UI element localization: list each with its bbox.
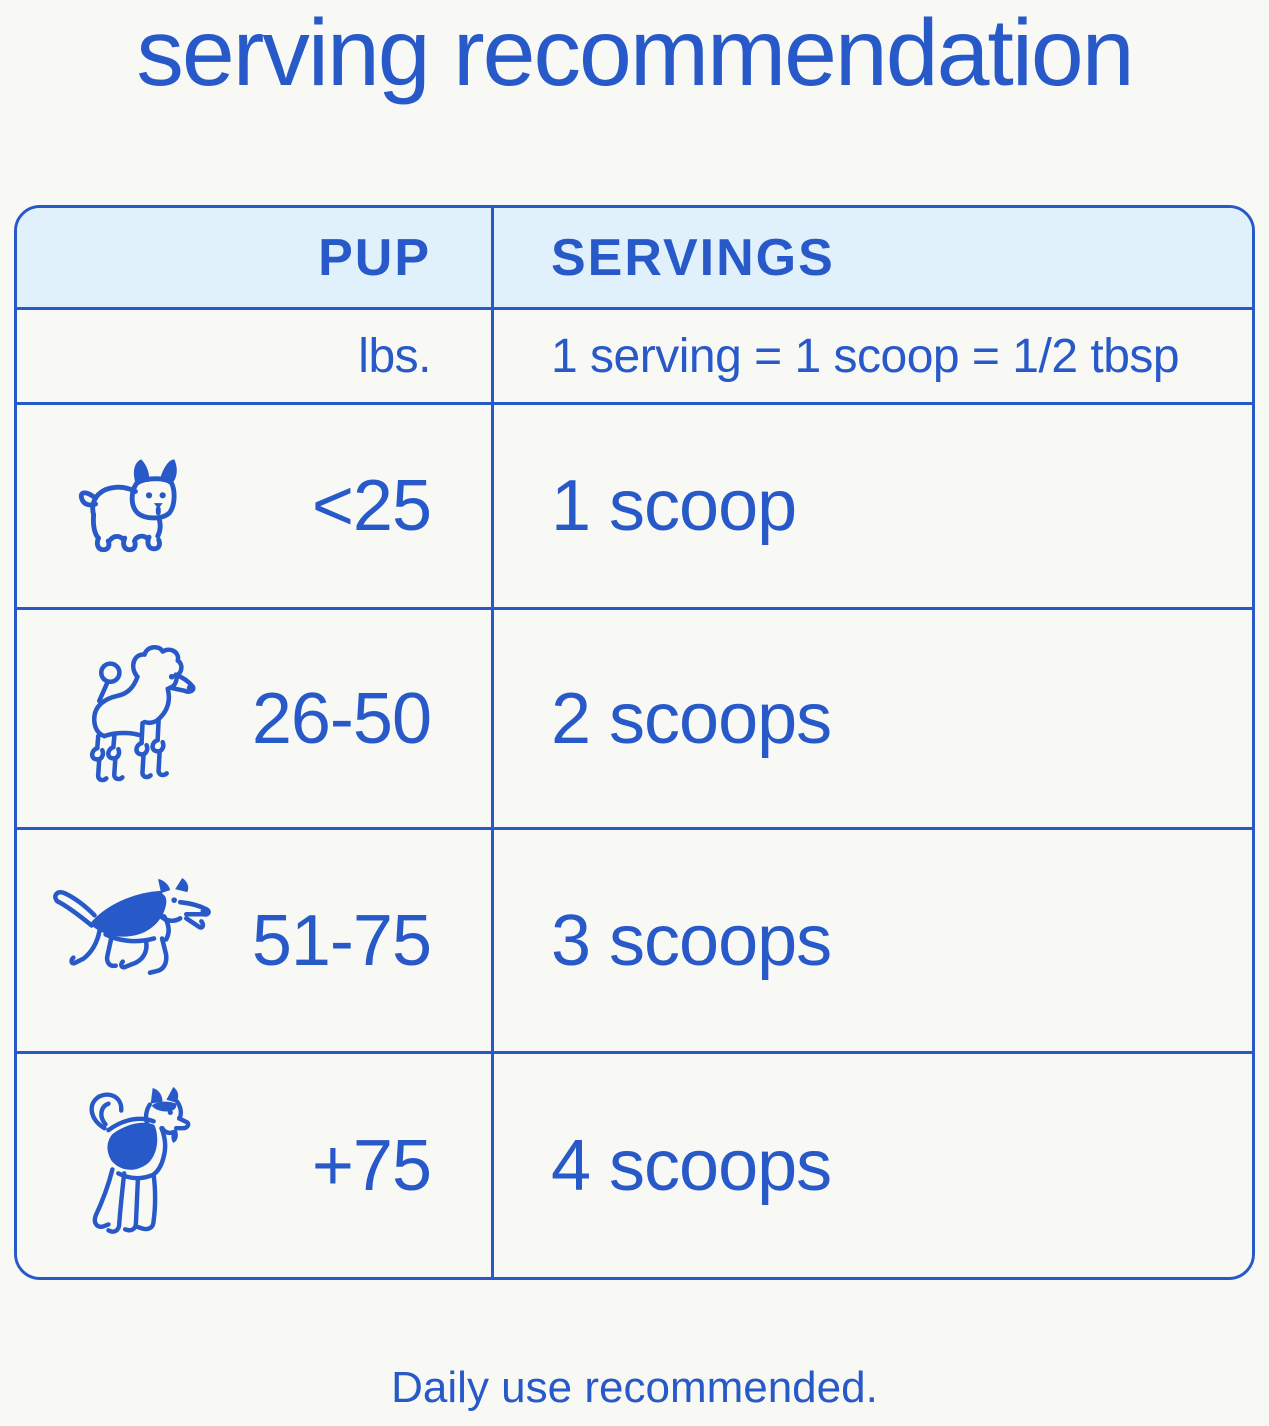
weight-unit-label: lbs.	[358, 329, 431, 383]
column-header-servings: SERVINGS	[494, 208, 1252, 307]
table-header-row: PUP SERVINGS	[17, 208, 1252, 310]
servings-value: 1 scoop	[551, 466, 797, 546]
german-shepherd-icon	[47, 877, 259, 1004]
subheader-unit-cell: lbs.	[17, 310, 494, 402]
poodle-icon	[73, 643, 199, 794]
pup-column-label: PUP	[318, 228, 431, 287]
corgi-icon	[77, 454, 189, 559]
weight-range: +75	[311, 1125, 432, 1206]
serving-equivalence-note: 1 serving = 1 scoop = 1/2 tbsp	[551, 329, 1180, 383]
table-subheader-row: lbs. 1 serving = 1 scoop = 1/2 tbsp	[17, 310, 1252, 405]
servings-value: 4 scoops	[551, 1125, 832, 1206]
serving-table: PUP SERVINGS lbs. 1 serving = 1 scoop = …	[14, 205, 1255, 1280]
weight-range: <25	[311, 466, 432, 546]
page-title: serving recommendation	[136, 0, 1134, 106]
husky-icon	[75, 1085, 193, 1247]
servings-cell: 3 scoops	[494, 830, 1252, 1051]
servings-cell: 1 scoop	[494, 405, 1252, 607]
servings-value: 3 scoops	[551, 900, 832, 981]
servings-cell: 4 scoops	[494, 1054, 1252, 1277]
weight-range: 51-75	[251, 900, 432, 981]
subheader-note-cell: 1 serving = 1 scoop = 1/2 tbsp	[494, 310, 1252, 402]
pup-cell-large-dog: 51-75	[17, 830, 494, 1051]
table-row: 26-50 2 scoops	[17, 610, 1252, 830]
weight-range: 26-50	[251, 678, 432, 759]
pup-cell-xlarge-dog: +75	[17, 1054, 494, 1277]
column-header-pup: PUP	[17, 208, 494, 307]
table-row: 51-75 3 scoops	[17, 830, 1252, 1054]
pup-cell-small-dog: <25	[17, 405, 494, 607]
footer-note: Daily use recommended.	[391, 1363, 878, 1412]
table-row: <25 1 scoop	[17, 405, 1252, 610]
servings-column-label: SERVINGS	[551, 228, 835, 287]
servings-cell: 2 scoops	[494, 610, 1252, 827]
servings-value: 2 scoops	[551, 678, 832, 759]
pup-cell-medium-dog: 26-50	[17, 610, 494, 827]
table-row: +75 4 scoops	[17, 1054, 1252, 1277]
